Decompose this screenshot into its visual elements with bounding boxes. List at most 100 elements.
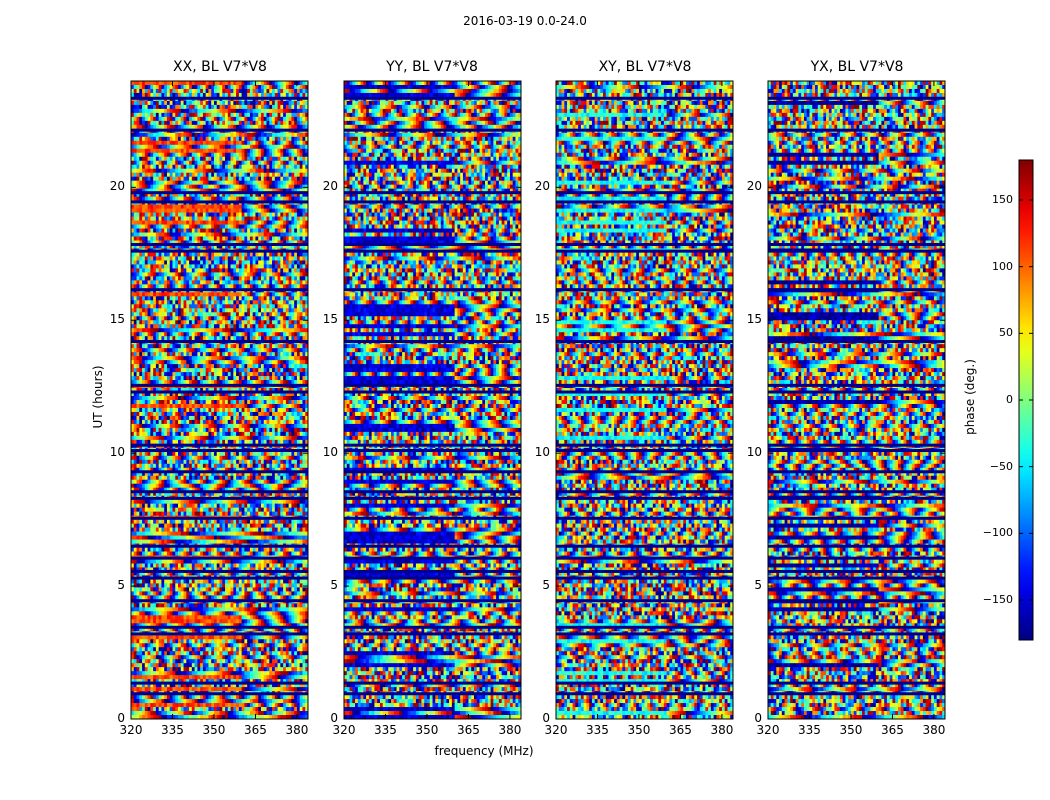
flagged-row — [131, 625, 308, 629]
flagged-row — [768, 128, 945, 132]
flagged-row — [768, 625, 945, 629]
flagged-row — [556, 569, 733, 573]
flagged-row — [344, 692, 521, 696]
flagged-row — [344, 249, 521, 253]
colorbar-tick-label: −150 — [967, 593, 1013, 606]
flagged-row — [556, 390, 733, 394]
x-tick-label: 335 — [160, 723, 184, 737]
y-axis-label: UT (hours) — [91, 337, 105, 457]
flagged-row — [556, 496, 733, 500]
y-tick-label: 0 — [734, 711, 762, 725]
x-tick-label: 380 — [285, 723, 309, 737]
flagged-row — [768, 249, 945, 253]
flagged-row — [768, 470, 945, 474]
colorbar-label: phase (deg.) — [963, 337, 977, 457]
heatmap-xy — [556, 81, 733, 719]
flagged-row — [768, 490, 945, 494]
y-tick-label: 15 — [734, 312, 762, 326]
flagged-row — [556, 556, 733, 560]
flagged-row — [344, 470, 521, 474]
colorbar-tick-label: 100 — [967, 260, 1013, 273]
flagged-row — [556, 340, 733, 344]
flagged-row — [131, 556, 308, 560]
flagged-row — [131, 128, 308, 132]
flagged-row — [344, 490, 521, 494]
heatmap-yy — [344, 81, 521, 719]
flagged-row — [344, 576, 521, 580]
flagged-row — [556, 288, 733, 292]
flagged-row — [556, 516, 733, 520]
flagged-row — [131, 383, 308, 387]
flagged-row — [344, 96, 521, 100]
x-tick-label: 320 — [544, 723, 568, 737]
y-tick-label: 0 — [522, 711, 550, 725]
flagged-row — [131, 692, 308, 696]
y-tick-label: 5 — [310, 578, 338, 592]
flagged-row — [131, 242, 308, 246]
flagged-row — [344, 556, 521, 560]
flagged-row — [344, 449, 521, 453]
flagged-row — [344, 200, 521, 204]
flagged-row — [344, 599, 521, 603]
panel-frame — [555, 80, 734, 720]
flagged-row — [556, 200, 733, 204]
heatmap-xx — [131, 81, 308, 719]
flagged-row — [131, 449, 308, 453]
flagged-row — [556, 191, 733, 195]
y-tick-label: 10 — [522, 445, 550, 459]
flagged-row — [556, 576, 733, 580]
x-tick-label: 320 — [332, 723, 356, 737]
y-tick-label: 20 — [310, 179, 338, 193]
panel-title-yy: YY, BL V7*V8 — [343, 59, 521, 75]
x-tick-label: 335 — [797, 723, 821, 737]
flagged-row — [768, 191, 945, 195]
flagged-row — [556, 490, 733, 494]
flagged-row — [556, 470, 733, 474]
flagged-row — [556, 249, 733, 253]
x-tick-label: 365 — [456, 723, 480, 737]
flagged-row — [768, 692, 945, 696]
x-tick-label: 350 — [202, 723, 226, 737]
x-tick-label: 350 — [627, 723, 651, 737]
flagged-row — [768, 496, 945, 500]
flagged-row — [768, 544, 945, 548]
colorbar-tick-label: 50 — [967, 326, 1013, 339]
colorbar-tick-label: −100 — [967, 526, 1013, 539]
x-tick-label: 335 — [373, 723, 397, 737]
flagged-row — [556, 449, 733, 453]
x-tick-label: 365 — [668, 723, 692, 737]
x-tick-label: 350 — [415, 723, 439, 737]
colorbar-tick-label: 150 — [967, 193, 1013, 206]
colorbar-tick-label: 0 — [967, 393, 1013, 406]
flagged-row — [131, 632, 308, 636]
flagged-row — [131, 390, 308, 394]
x-axis-label: frequency (MHz) — [384, 744, 584, 758]
x-tick-label: 380 — [710, 723, 734, 737]
flagged-row — [131, 599, 308, 603]
flagged-row — [131, 490, 308, 494]
flagged-row — [344, 516, 521, 520]
flagged-row — [344, 632, 521, 636]
flagged-row — [556, 544, 733, 548]
flagged-row — [344, 383, 521, 387]
y-tick-label: 15 — [522, 312, 550, 326]
y-tick-label: 5 — [734, 578, 762, 592]
x-tick-label: 365 — [243, 723, 267, 737]
colorbar-tick-label: −50 — [967, 460, 1013, 473]
flagged-row — [768, 288, 945, 292]
flagged-row — [768, 569, 945, 573]
flagged-row — [344, 390, 521, 394]
flagged-row — [131, 544, 308, 548]
panel-title-xx: XX, BL V7*V8 — [131, 59, 309, 75]
panel-frame — [767, 80, 946, 720]
flagged-row — [556, 443, 733, 447]
flagged-row — [131, 569, 308, 573]
y-tick-label: 5 — [522, 578, 550, 592]
flagged-row — [768, 681, 945, 685]
flagged-row — [131, 516, 308, 520]
flagged-row — [344, 242, 521, 246]
flagged-row — [344, 340, 521, 344]
x-tick-label: 320 — [119, 723, 143, 737]
flagged-row — [556, 692, 733, 696]
